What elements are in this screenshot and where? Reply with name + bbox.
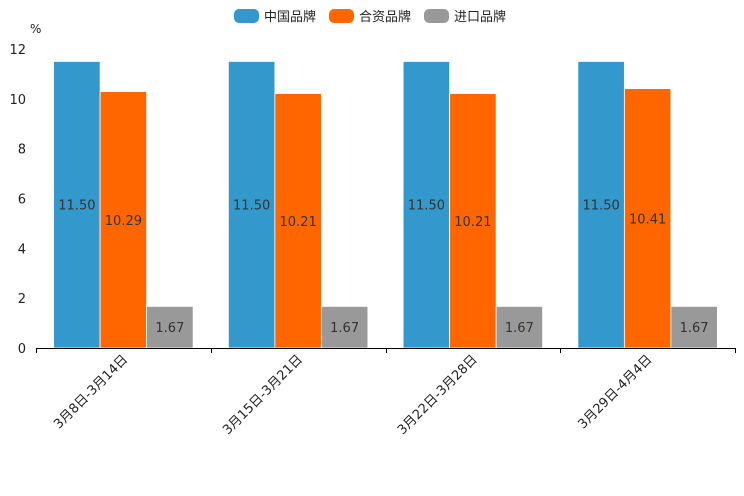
bars-group: 11.50 10.29 1.67 11.50 10.21 1.67 11.50 10.21 1.…	[53, 61, 718, 349]
y-tick-label: 8	[18, 143, 26, 158]
bar-1-2	[449, 93, 497, 349]
y-tick-label: 0	[18, 342, 26, 357]
bar-value-label: 1.67	[505, 321, 534, 336]
x-category-label: 3月8日-3月14日	[51, 352, 131, 432]
bar-value-label: 10.41	[629, 212, 666, 227]
bar-value-label: 11.50	[583, 199, 620, 214]
bar-0-0	[53, 61, 101, 349]
bar-0-1	[227, 61, 276, 349]
y-tick-label: 10	[9, 93, 26, 108]
y-tick-label: 12	[9, 43, 26, 58]
bar-value-label: 11.50	[408, 199, 445, 214]
bar-1-3	[623, 88, 672, 349]
y-tick-label: 2	[18, 292, 26, 307]
y-tick-label: 4	[18, 242, 26, 257]
bar-value-label: 10.29	[105, 214, 142, 229]
legend-swatch	[329, 9, 354, 23]
x-axis: 3月8日-3月14日 3月15日-3月21日 3月22日-3月28日 3月29日-4月…	[36, 348, 736, 438]
legend-swatch	[234, 9, 259, 23]
legend-label: 中国品牌	[264, 9, 316, 25]
legend-swatch	[424, 9, 449, 23]
x-category-label: 3月29日-4月4日	[576, 352, 656, 432]
legend-label: 合资品牌	[359, 9, 411, 25]
bar-value-label: 10.21	[280, 215, 317, 230]
bar-1-0	[99, 91, 148, 349]
y-axis: 0 2 4 6 8 10 12	[9, 43, 26, 357]
x-category-label: 3月22日-3月28日	[395, 352, 481, 438]
bar-2-3	[670, 305, 718, 349]
bar-2-1	[320, 305, 369, 349]
legend-label: 进口品牌	[454, 9, 506, 25]
bar-value-label: 1.67	[680, 321, 709, 336]
bar-value-label: 11.50	[233, 199, 270, 214]
y-axis-unit-label: %	[30, 22, 41, 36]
bar-0-3	[577, 61, 625, 349]
bar-1-1	[274, 93, 322, 349]
legend: 中国品牌 合资品牌 进口品牌	[234, 9, 506, 25]
bar-value-label: 1.67	[330, 321, 359, 336]
bar-value-label: 1.67	[155, 321, 184, 336]
bar-2-0	[146, 305, 194, 349]
bar-value-label: 11.50	[58, 199, 95, 214]
bar-value-label: 10.21	[454, 215, 491, 230]
y-tick-label: 6	[18, 193, 26, 208]
x-category-label: 3月15日-3月21日	[220, 352, 306, 438]
